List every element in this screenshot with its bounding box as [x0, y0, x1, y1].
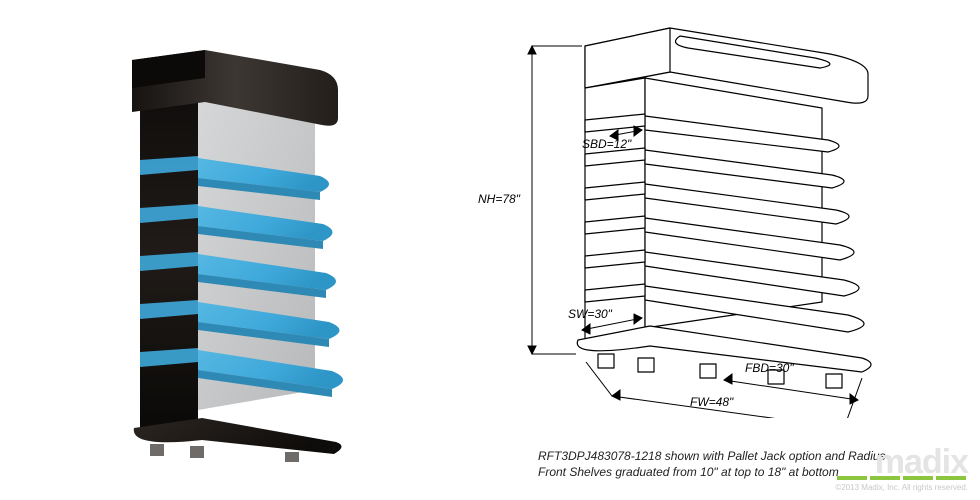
- dimensioned-diagram: NH=78" SBD=12" SW=30" FBD=30" FW=48": [470, 18, 930, 418]
- copyright: ©2013 Madix, Inc. All rights reserved.: [835, 483, 968, 492]
- dim-fw: FW=48": [690, 395, 734, 409]
- dim-sw: SW=30": [568, 307, 613, 321]
- logo-area: madix ©2013 Madix, Inc. All rights reser…: [835, 443, 968, 492]
- caption-line2: Front Shelves graduated from 10" at top …: [538, 465, 839, 479]
- caption-line1: RFT3DPJ483078-1218 shown with Pallet Jac…: [538, 449, 886, 463]
- dim-fbd: FBD=30": [745, 361, 794, 375]
- dim-sbd: SBD=12": [582, 137, 632, 151]
- photo-panel: [0, 0, 420, 500]
- shelf-photo-svg: [70, 30, 350, 470]
- diagram-panel: NH=78" SBD=12" SW=30" FBD=30" FW=48" RFT…: [420, 0, 980, 500]
- logo-accent-bars: [837, 476, 966, 480]
- product-photo: [70, 30, 350, 470]
- brand-logo: madix: [835, 443, 968, 482]
- figure-container: NH=78" SBD=12" SW=30" FBD=30" FW=48" RFT…: [0, 0, 980, 500]
- dim-nh: NH=78": [478, 192, 521, 206]
